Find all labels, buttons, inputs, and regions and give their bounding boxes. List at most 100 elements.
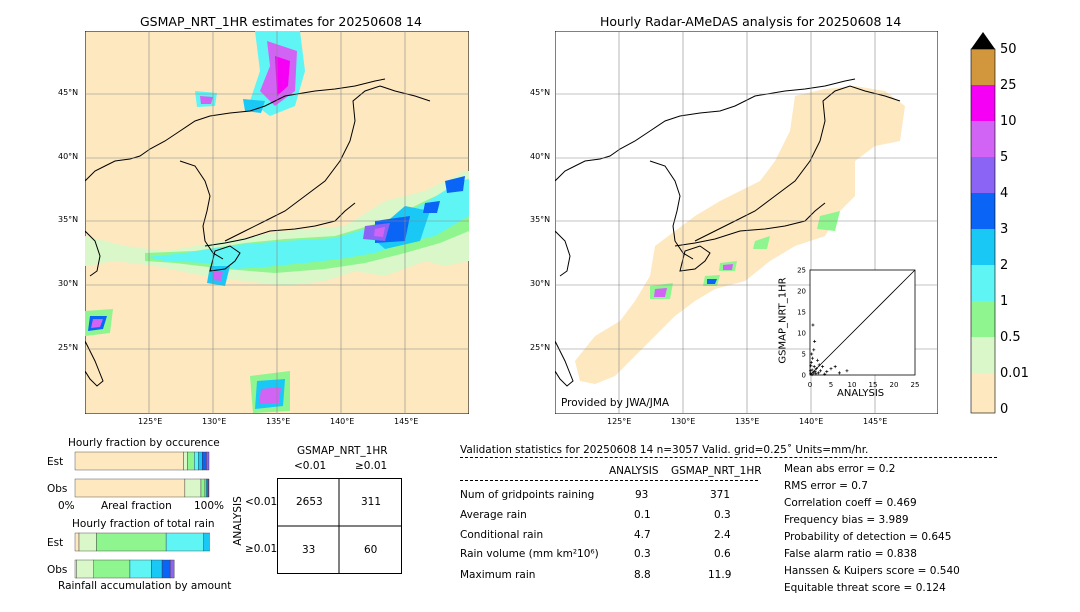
validation-row-gsmap: 0.3 [714, 509, 731, 521]
left-lat-label-25: 25°N [58, 343, 79, 352]
total-rain-title: Hourly fraction of total rain [72, 518, 215, 530]
left-lon-label-125: 125°E [138, 417, 163, 426]
score-frequency-bias: Frequency bias = 3.989 [784, 514, 909, 526]
left-map [85, 31, 469, 414]
colorbar-label-0: 0 [1000, 402, 1009, 417]
scatter-point [810, 373, 814, 377]
scatter-xlabel: ANALYSIS [837, 388, 885, 399]
validation-header-rule [460, 457, 997, 458]
validation-row-gsmap: 0.6 [714, 548, 731, 560]
left-lat-label-40: 40°N [58, 152, 79, 161]
score-correlation: Correlation coeff = 0.469 [784, 497, 917, 509]
validation-col-analysis: ANALYSIS [609, 465, 659, 477]
occurrence-est-segment [206, 451, 210, 471]
validation-col-rule [460, 480, 758, 481]
contingency-grid [277, 478, 402, 574]
colorbar-label-10: 10 [1000, 114, 1017, 129]
validation-row-label: Average rain [460, 509, 527, 521]
scatter-point [833, 365, 837, 369]
left-lon-label-145: 145°E [394, 417, 419, 426]
occurrence-est-segment [187, 451, 195, 471]
right-lat-label-45: 45°N [530, 88, 551, 97]
scatter-x-tick: 5 [829, 381, 833, 389]
total-rain-obs-segment [161, 559, 171, 579]
validation-header: Validation statistics for 20250608 14 n=… [460, 444, 869, 456]
occurrence-est-segment [202, 451, 207, 471]
right-lat-label-40: 40°N [530, 152, 551, 161]
scatter-point [837, 371, 841, 375]
scatter-point [812, 348, 816, 352]
left-coastlines [85, 78, 431, 387]
left-lat-label-45: 45°N [58, 88, 79, 97]
colorbar-label-4: 4 [1000, 186, 1009, 201]
colorbar [970, 32, 996, 414]
scatter-x-tick: 10 [848, 381, 857, 389]
occurrence-axis-left: 0% [58, 500, 75, 512]
total-rain-est-segment [203, 532, 210, 552]
scatter-ylabel: GSMAP_NRT_1HR [777, 277, 789, 364]
right-map [555, 31, 938, 414]
scatter-point [816, 358, 820, 362]
contingency-col-ge: ≥0.01 [355, 460, 388, 472]
right-analysis-domain [575, 86, 905, 384]
colorbar-label-1: 1 [1000, 294, 1009, 309]
scatter-y-tick: 20 [797, 288, 806, 296]
scatter-point [813, 370, 817, 374]
total-rain-row-obs: Obs [47, 564, 68, 576]
right-lon-label-125: 125°E [607, 417, 632, 426]
score-ets: Equitable threat score = 0.124 [784, 582, 946, 594]
total-rain-est-segment [74, 532, 80, 552]
validation-row-gsmap: 2.4 [714, 529, 731, 541]
total-rain-obs-segment [74, 559, 77, 579]
score-pod: Probability of detection = 0.645 [784, 531, 952, 543]
scatter-point [809, 364, 813, 368]
scatter-x-tick: 15 [869, 381, 878, 389]
left-gridlines [85, 31, 469, 414]
scatter-point [813, 339, 817, 343]
right-lon-label-130: 130°E [671, 417, 696, 426]
left-map-title: GSMAP_NRT_1HR estimates for 20250608 14 [140, 14, 422, 29]
occurrence-est-segment [198, 451, 203, 471]
occurrence-est-segment [194, 451, 199, 471]
occurrence-obs-segment [208, 478, 210, 498]
scatter-point [823, 372, 827, 376]
right-lat-label-35: 35°N [530, 215, 551, 224]
scatter-x-tick: 20 [890, 381, 899, 389]
colorbar-label-3: 3 [1000, 222, 1009, 237]
scatter-point [814, 367, 818, 371]
total-rain-axis-label: Rainfall accumulation by amount [58, 580, 232, 592]
colorbar-label-5: 5 [1000, 150, 1009, 165]
validation-row-analysis: 0.3 [634, 548, 651, 560]
total-rain-obs-segment [151, 559, 163, 579]
validation-row-analysis: 0.1 [634, 509, 651, 521]
occurrence-bars [74, 451, 210, 498]
contingency-row-axis: ANALYSIS [231, 496, 244, 546]
occurrence-axis-right: 100% [194, 500, 225, 512]
scatter-point [811, 356, 815, 360]
right-lon-label-145: 145°E [863, 417, 888, 426]
score-rmse: RMS error = 0.7 [784, 480, 868, 492]
scatter-point [814, 372, 818, 376]
contingency-row-ge: ≥0.01 [245, 543, 278, 555]
scatter-y-tick: 15 [797, 309, 806, 317]
left-lat-label-35: 35°N [58, 215, 79, 224]
occurrence-row-obs: Obs [47, 483, 68, 495]
total-rain-row-est: Est [47, 537, 64, 549]
scatter-point [817, 363, 821, 367]
colorbar-label-0-01: 0.01 [1000, 366, 1029, 381]
right-lon-label-140: 140°E [799, 417, 824, 426]
scatter-point [845, 369, 849, 373]
right-lat-label-30: 30°N [530, 279, 551, 288]
right-lon-label-135: 135°E [735, 417, 760, 426]
contingency-col-lt: <0.01 [294, 460, 327, 472]
colorbar-label-25: 25 [1000, 78, 1017, 93]
validation-col-gsmap: GSMAP_NRT_1HR [671, 465, 762, 477]
scatter-point [810, 368, 814, 372]
left-lon-label-135: 135°E [266, 417, 291, 426]
contingency-cell-miss: 33 [302, 544, 316, 556]
total-rain-obs-segment [169, 559, 175, 579]
scatter-point [811, 323, 815, 327]
total-rain-est-segment [78, 532, 97, 552]
occurrence-title: Hourly fraction by occurence [68, 437, 220, 449]
occurrence-obs-segment [184, 478, 202, 498]
